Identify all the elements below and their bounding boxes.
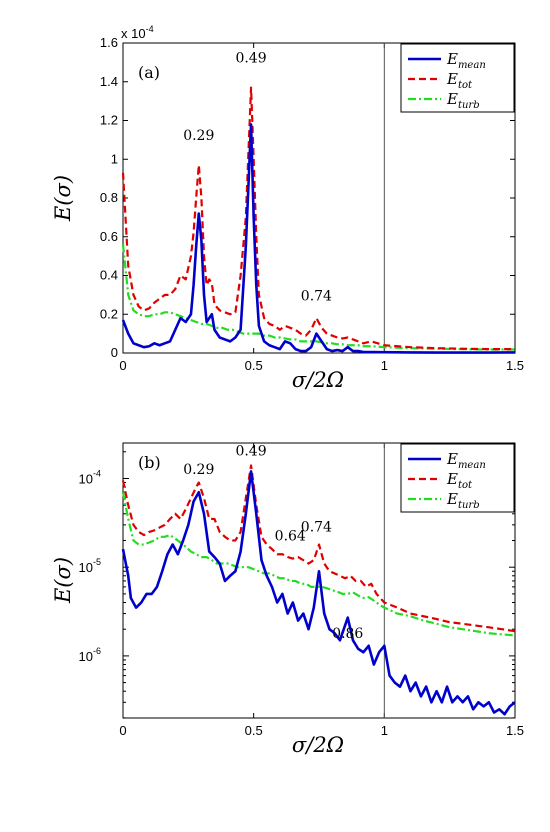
annotations-b: 0.29 0.49 0.640.74 0.86	[183, 443, 363, 642]
x-tick-label: 0	[119, 723, 126, 738]
series-line-e-tot	[121, 464, 516, 633]
series-group-a	[121, 86, 516, 354]
series-group-b	[121, 464, 516, 716]
x-tick-label: 0	[119, 358, 126, 373]
y-tick-label: 10-4	[79, 468, 101, 486]
x-axis-label-a: σ/2Ω	[292, 368, 344, 392]
legend-label: Emean	[446, 450, 486, 471]
peak-annotation: 0.86	[332, 626, 363, 642]
y-tick-label: 10-5	[79, 557, 101, 575]
ticks-a: 0 0.5 1 1.5 0 0.2 0.4 0.6 0.8 1 1.2 1.4 1.6	[100, 35, 524, 373]
peak-annotation: 0.74	[301, 520, 332, 536]
legend-label: Etot	[446, 470, 473, 491]
chart-panel-b: 0 0.5 1 1.5 10-4 10-5 10-6 0.29 0.49 0.640.74 0.8…	[51, 442, 524, 757]
series-line-e-tot	[121, 86, 515, 351]
legend-label: Eturb	[446, 90, 480, 111]
panel-label-b: (b)	[138, 453, 161, 472]
peak-annotation: 0.29	[183, 128, 214, 144]
series-line-e-turb	[121, 492, 516, 637]
y-tick-label: 1	[111, 151, 118, 166]
x-tick-label: 1	[381, 723, 388, 738]
x-axis-label-b: σ/2Ω	[292, 733, 344, 757]
x-tick-label: 1.5	[506, 358, 524, 373]
peak-annotation: 0.64	[275, 529, 306, 545]
y-axis-label-a: E(σ)	[51, 175, 75, 222]
y-tick-label: 0.8	[100, 190, 118, 205]
x-tick-label: 1.5	[506, 723, 524, 738]
y-tick-label: 1.2	[100, 113, 118, 128]
series-line-e-turb	[121, 244, 515, 351]
peak-annotation: 0.49	[235, 50, 266, 66]
peak-annotation: 0.29	[183, 462, 214, 478]
y-tick-label: 0	[111, 345, 118, 360]
legend-label: Emean	[446, 50, 486, 71]
y-tick-label: 0.2	[100, 306, 118, 321]
panel-label-a: (a)	[138, 63, 160, 82]
y-tick-label: 1.6	[100, 35, 118, 50]
y-tick-label: 10-6	[79, 646, 101, 664]
series-line-e-mean	[121, 123, 516, 354]
exponent-label-a: x 10-4	[121, 24, 154, 41]
x-tick-label: 0.5	[245, 723, 263, 738]
y-tick-label: 0.4	[100, 268, 118, 283]
x-tick-label: 0.5	[245, 358, 263, 373]
y-axis-label-b: E(σ)	[51, 557, 75, 604]
annotations-a: 0.29 0.49 0.74	[183, 50, 332, 304]
chart-panel-a: 0 0.5 1 1.5 0 0.2 0.4 0.6 0.8 1 1.2 1.4 1.6 0.29 0.49…	[51, 24, 524, 392]
y-tick-label: 1.4	[100, 74, 118, 89]
legend-label: Eturb	[446, 490, 480, 511]
series-line-e-mean	[121, 470, 516, 716]
x-tick-label: 1	[381, 358, 388, 373]
legend-label: Etot	[446, 70, 473, 91]
peak-annotation: 0.49	[235, 443, 266, 459]
y-tick-label: 0.6	[100, 229, 118, 244]
peak-annotation: 0.74	[301, 289, 332, 305]
